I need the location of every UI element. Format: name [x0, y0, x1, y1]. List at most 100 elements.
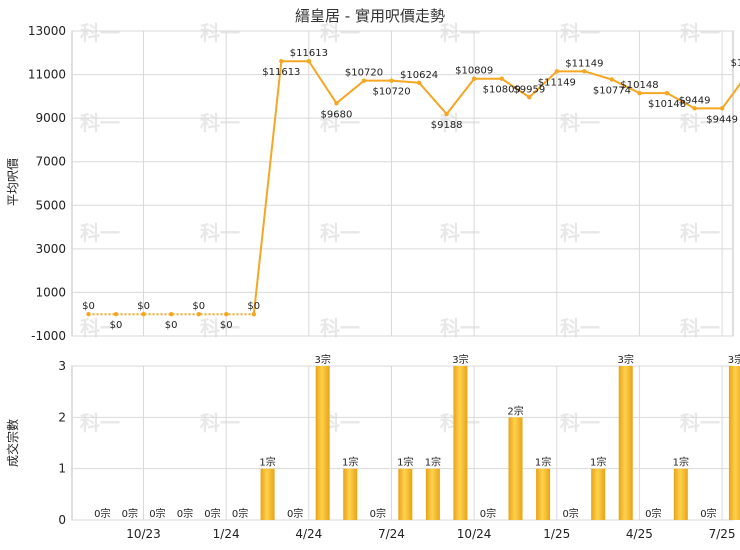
watermark-text: 科一 [320, 221, 360, 245]
price-data-label: $11613 [290, 48, 328, 59]
price-point [306, 59, 312, 64]
x-tick-label: 7/25 [709, 527, 736, 541]
price-point [389, 78, 394, 83]
bar-data-label: 0宗 [480, 507, 496, 520]
bar-data-label: 3宗 [314, 353, 330, 366]
top-y-axis-label: 平均呎價 [6, 158, 20, 206]
price-point [416, 80, 422, 85]
price-data-label: $9449 [706, 114, 738, 125]
price-data-label: $9680 [321, 109, 353, 120]
bar-data-label: 0宗 [370, 507, 386, 520]
price-point [86, 312, 91, 317]
transaction-bar [315, 366, 330, 520]
price-point [279, 59, 284, 64]
price-data-label: $0 [247, 301, 260, 312]
bar-data-label: 3宗 [452, 353, 468, 366]
price-data-label: $0 [82, 301, 95, 312]
x-tick-label: 1/24 [213, 527, 240, 541]
bar-data-label: 3宗 [728, 353, 740, 366]
bottom-y-tick-label: 3 [58, 359, 66, 373]
top-y-tick-label: 3000 [35, 242, 66, 256]
transaction-bar [260, 468, 275, 520]
price-data-label: $11149 [565, 58, 603, 69]
watermark-text: 科一 [200, 221, 240, 245]
price-point [582, 69, 587, 74]
watermark-text: 科一 [440, 21, 480, 45]
top-y-tick-label: 11000 [28, 68, 66, 82]
transaction-bar [453, 366, 468, 520]
price-data-label: $10809 [455, 66, 493, 77]
bar-data-label: 0宗 [645, 507, 661, 520]
price-data-label: $0 [220, 320, 233, 331]
price-data-label: $0 [110, 320, 123, 331]
watermark-text: 科一 [320, 21, 360, 45]
bar-data-label: 3宗 [618, 353, 634, 366]
bar-data-label: 0宗 [562, 507, 578, 520]
x-tick-label: 10/24 [457, 527, 492, 541]
watermark-text: 科一 [80, 21, 120, 45]
bottom-y-tick-label: 1 [58, 462, 66, 476]
price-point [554, 69, 560, 74]
price-data-label: $10148 [648, 99, 686, 110]
price-point [141, 312, 146, 317]
watermark-text: 科一 [80, 411, 120, 435]
watermark-text: 科一 [200, 411, 240, 435]
watermark-text: 科一 [680, 221, 720, 245]
price-data-label: $10774 [593, 85, 631, 96]
bar-data-label: 0宗 [122, 507, 138, 520]
watermark-text: 科一 [680, 21, 720, 45]
watermark-text: 科一 [560, 221, 600, 245]
price-point [444, 111, 449, 117]
price-data-label: $9959 [513, 84, 545, 95]
price-data-label: $10148 [620, 80, 658, 91]
price-data-label: $9188 [431, 120, 463, 131]
watermark-text: 科一 [200, 21, 240, 45]
bar-data-label: 1宗 [535, 456, 551, 469]
bar-data-label: 0宗 [700, 507, 716, 520]
price-point [499, 76, 504, 81]
price-data-label: $10720 [345, 68, 383, 79]
watermark-text: 科一 [560, 411, 600, 435]
bar-data-label: 1宗 [590, 456, 606, 469]
bar-data-label: 0宗 [94, 507, 110, 520]
top-y-tick-label: 7000 [35, 155, 66, 169]
watermark-text: 科一 [200, 111, 240, 135]
price-data-label: $11613 [262, 67, 300, 78]
price-data-label: $11149 [538, 77, 576, 88]
top-y-tick-label: 9000 [35, 111, 66, 125]
watermark-text: 科一 [440, 221, 480, 245]
bar-data-label: 0宗 [232, 507, 248, 520]
bar-data-label: 0宗 [149, 507, 165, 520]
price-point [692, 106, 697, 111]
transaction-bar [618, 366, 633, 520]
bar-data-label: 1宗 [342, 456, 358, 469]
bar-data-label: 1宗 [259, 456, 275, 469]
bar-data-label: 2宗 [507, 404, 523, 417]
watermark-text: 科一 [560, 111, 600, 135]
bottom-y-axis-label: 成交宗數 [5, 419, 20, 467]
x-tick-label: 1/25 [543, 527, 570, 541]
price-point [637, 90, 642, 96]
bar-data-label: 1宗 [397, 456, 413, 469]
price-point [224, 312, 229, 317]
transaction-bar [398, 468, 413, 520]
transaction-bar [536, 468, 551, 520]
transaction-bar [508, 417, 523, 520]
price-point [472, 76, 477, 81]
watermark-text: 科一 [680, 411, 720, 435]
bottom-y-tick-label: 0 [58, 513, 66, 527]
top-y-tick-label: 5000 [35, 198, 66, 212]
watermark-text: 科一 [80, 221, 120, 245]
price-point [334, 101, 339, 106]
price-point [609, 77, 615, 82]
price-point [664, 90, 670, 96]
price-point [361, 78, 367, 83]
transaction-bar [728, 366, 740, 520]
x-tick-label: 10/23 [126, 527, 161, 541]
transaction-bar [425, 468, 440, 520]
price-point [196, 312, 201, 317]
top-y-tick-label: -1000 [31, 329, 66, 343]
watermark-text: 科一 [680, 111, 720, 135]
